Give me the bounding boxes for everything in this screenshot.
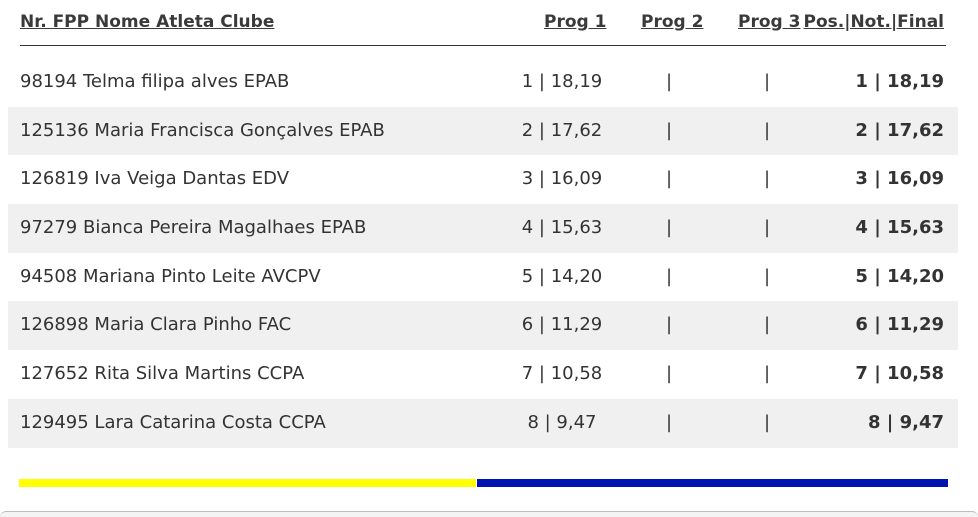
prog-2-cell: | [665, 314, 673, 336]
header-prog-1[interactable]: Prog 1 [544, 12, 607, 32]
header-athlete[interactable]: Nr. FPP Nome Atleta Clube [20, 12, 275, 32]
prog-3-cell: | [763, 217, 771, 239]
table-row: 97279 Bianca Pereira Magalhaes EPAB 4 | … [8, 204, 958, 253]
final-cell: 1 | 18,19 [855, 71, 944, 92]
table-row: 126898 Maria Clara Pinho FAC 6 | 11,29 |… [8, 301, 958, 351]
final-cell: 4 | 15,63 [855, 217, 944, 239]
header-prog-3[interactable]: Prog 3 [738, 12, 801, 32]
table-header: Nr. FPP Nome Atleta Clube Prog 1 Prog 2 … [20, 0, 946, 46]
prog-3-cell: | [763, 71, 771, 92]
prog-2-cell: | [665, 168, 673, 190]
table-row: 129495 Lara Catarina Costa CCPA 8 | 9,47… [8, 398, 958, 448]
prog-2-cell: | [665, 119, 673, 141]
athlete-cell: 94508 Mariana Pinto Leite AVCPV [20, 265, 321, 287]
final-cell: 3 | 16,09 [855, 168, 944, 190]
yellow-color-bar [19, 479, 476, 487]
header-prog-2[interactable]: Prog 2 [641, 12, 704, 32]
prog-3-cell: | [763, 168, 771, 190]
athlete-cell: 127652 Rita Silva Martins CCPA [20, 363, 305, 385]
table-row: 127652 Rita Silva Martins CCPA 7 | 10,58… [8, 350, 958, 399]
athlete-cell: 126819 Iva Veiga Dantas EDV [20, 168, 290, 190]
prog-3-cell: | [763, 411, 771, 433]
window-bottom-edge [0, 511, 978, 517]
prog-3-cell: | [763, 314, 771, 336]
athlete-cell: 125136 Maria Francisca Gonçalves EPAB [20, 119, 385, 141]
table-row: 126819 Iva Veiga Dantas EDV 3 | 16,09 | … [8, 155, 958, 204]
blue-color-bar [477, 479, 948, 487]
prog-1-cell: 6 | 11,29 [521, 314, 603, 336]
final-cell: 8 | 9,47 [867, 411, 944, 433]
prog-3-cell: | [763, 363, 771, 385]
prog-3-cell: | [763, 265, 771, 287]
athlete-cell: 129495 Lara Catarina Costa CCPA [20, 411, 326, 433]
prog-2-cell: | [665, 411, 673, 433]
prog-1-cell: 5 | 14,20 [521, 265, 603, 287]
athlete-cell: 126898 Maria Clara Pinho FAC [20, 314, 292, 336]
prog-3-cell: | [763, 119, 771, 141]
prog-1-cell: 7 | 10,58 [521, 363, 603, 385]
table-row: 98194 Telma filipa alves EPAB 1 | 18,19 … [8, 58, 958, 107]
prog-1-cell: 8 | 9,47 [527, 411, 597, 433]
final-cell: 7 | 10,58 [855, 363, 944, 385]
final-cell: 5 | 14,20 [855, 265, 944, 287]
prog-1-cell: 2 | 17,62 [521, 119, 603, 141]
prog-2-cell: | [665, 217, 673, 239]
final-cell: 2 | 17,62 [855, 119, 944, 141]
prog-2-cell: | [665, 71, 673, 92]
athlete-cell: 98194 Telma filipa alves EPAB [20, 71, 290, 92]
prog-1-cell: 4 | 15,63 [521, 217, 603, 239]
final-cell: 6 | 11,29 [855, 314, 944, 336]
prog-2-cell: | [665, 265, 673, 287]
table-row: 125136 Maria Francisca Gonçalves EPAB 2 … [8, 106, 958, 156]
header-final[interactable]: Pos.|Not.|Final [803, 12, 944, 32]
results-table: 98194 Telma filipa alves EPAB 1 | 18,19 … [8, 58, 958, 448]
prog-1-cell: 3 | 16,09 [521, 168, 603, 190]
prog-2-cell: | [665, 363, 673, 385]
athlete-cell: 97279 Bianca Pereira Magalhaes EPAB [20, 217, 367, 239]
prog-1-cell: 1 | 18,19 [521, 71, 603, 92]
table-row: 94508 Mariana Pinto Leite AVCPV 5 | 14,2… [8, 253, 958, 302]
